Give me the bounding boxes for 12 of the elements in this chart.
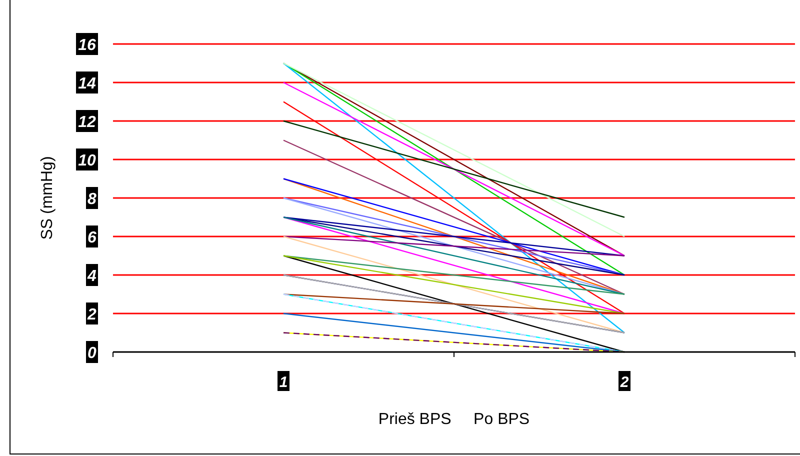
- y-axis-title: SS (mmHg): [39, 156, 56, 240]
- y-tick-label: 8: [88, 191, 97, 208]
- y-tick-label: 10: [78, 152, 96, 170]
- y-tick-label: 2: [86, 306, 97, 324]
- x-axis-title: Prieš BPS Po BPS: [378, 411, 530, 428]
- y-tick-label: 6: [88, 230, 97, 246]
- y-tick-label: 16: [78, 37, 96, 54]
- y-tick-label: 4: [86, 268, 97, 285]
- y-tick-label: 12: [78, 114, 96, 131]
- y-tick-label: 0: [88, 345, 97, 362]
- y-tick-label: 14: [78, 76, 96, 92]
- x-tick-label: 1: [279, 374, 288, 391]
